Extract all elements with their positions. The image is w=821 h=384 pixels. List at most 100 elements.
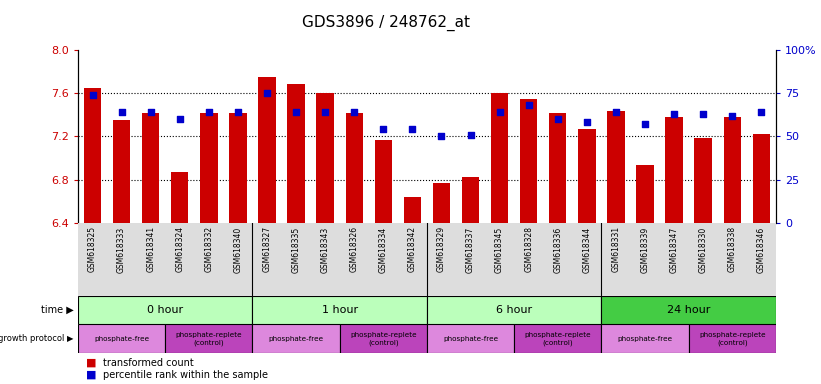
Text: phosphate-free: phosphate-free bbox=[443, 336, 498, 342]
Bar bbox=[259, 77, 276, 223]
Bar bbox=[340, 324, 427, 353]
Bar bbox=[665, 117, 683, 223]
Point bbox=[319, 109, 332, 115]
Text: 1 hour: 1 hour bbox=[322, 305, 358, 315]
Text: GSM618328: GSM618328 bbox=[524, 227, 533, 272]
Bar bbox=[346, 113, 363, 223]
Text: GSM618343: GSM618343 bbox=[321, 227, 330, 273]
Bar bbox=[549, 113, 566, 223]
Point bbox=[522, 102, 535, 108]
Bar bbox=[520, 99, 538, 223]
Bar bbox=[601, 296, 776, 324]
Text: phosphate-replete
(control): phosphate-replete (control) bbox=[350, 332, 416, 346]
Text: phosphate-free: phosphate-free bbox=[94, 336, 149, 342]
Bar bbox=[84, 88, 101, 223]
Text: phosphate-replete
(control): phosphate-replete (control) bbox=[525, 332, 591, 346]
Text: GSM618346: GSM618346 bbox=[757, 227, 766, 273]
Bar bbox=[723, 117, 741, 223]
Text: phosphate-free: phosphate-free bbox=[268, 336, 323, 342]
Text: GSM618342: GSM618342 bbox=[408, 227, 417, 273]
Bar bbox=[171, 172, 189, 223]
Bar bbox=[753, 134, 770, 223]
Text: phosphate-free: phosphate-free bbox=[617, 336, 672, 342]
Point bbox=[377, 126, 390, 132]
Text: 24 hour: 24 hour bbox=[667, 305, 710, 315]
Bar bbox=[689, 324, 776, 353]
Text: phosphate-replete
(control): phosphate-replete (control) bbox=[176, 332, 242, 346]
Text: 0 hour: 0 hour bbox=[147, 305, 183, 315]
Text: ■: ■ bbox=[86, 370, 97, 380]
Bar bbox=[514, 324, 601, 353]
Text: growth protocol ▶: growth protocol ▶ bbox=[0, 334, 74, 343]
Bar bbox=[229, 113, 246, 223]
Text: GSM618326: GSM618326 bbox=[350, 227, 359, 273]
Point bbox=[232, 109, 245, 115]
Text: GSM618324: GSM618324 bbox=[175, 227, 184, 273]
Point bbox=[435, 133, 448, 139]
Bar bbox=[200, 113, 218, 223]
Bar bbox=[427, 296, 601, 324]
Point bbox=[580, 119, 594, 126]
Bar bbox=[461, 177, 479, 223]
Text: GSM618333: GSM618333 bbox=[117, 227, 126, 273]
Text: GSM618338: GSM618338 bbox=[727, 227, 736, 273]
Text: transformed count: transformed count bbox=[103, 358, 194, 368]
Point bbox=[260, 90, 273, 96]
Bar bbox=[491, 93, 508, 223]
Text: GSM618332: GSM618332 bbox=[204, 227, 213, 273]
Bar bbox=[601, 324, 689, 353]
Text: time ▶: time ▶ bbox=[41, 305, 74, 315]
Point bbox=[144, 109, 158, 115]
Text: GDS3896 / 248762_at: GDS3896 / 248762_at bbox=[302, 15, 470, 31]
Point bbox=[173, 116, 186, 122]
Bar bbox=[374, 139, 392, 223]
Bar bbox=[427, 324, 514, 353]
Point bbox=[639, 121, 652, 127]
Bar bbox=[253, 324, 340, 353]
Text: GSM618334: GSM618334 bbox=[378, 227, 388, 273]
Bar bbox=[253, 296, 427, 324]
Text: ■: ■ bbox=[86, 358, 97, 368]
Bar bbox=[142, 113, 159, 223]
Text: GSM618347: GSM618347 bbox=[670, 227, 679, 273]
Text: GSM618331: GSM618331 bbox=[612, 227, 621, 273]
Bar bbox=[287, 84, 305, 223]
Point bbox=[609, 109, 622, 115]
Bar bbox=[78, 324, 165, 353]
Point bbox=[406, 126, 419, 132]
Point bbox=[667, 111, 681, 117]
Point bbox=[493, 109, 507, 115]
Point bbox=[754, 109, 768, 115]
Text: GSM618344: GSM618344 bbox=[582, 227, 591, 273]
Text: 6 hour: 6 hour bbox=[496, 305, 532, 315]
Text: GSM618340: GSM618340 bbox=[233, 227, 242, 273]
Bar bbox=[433, 183, 450, 223]
Text: percentile rank within the sample: percentile rank within the sample bbox=[103, 370, 268, 380]
Bar bbox=[316, 93, 334, 223]
Text: GSM618335: GSM618335 bbox=[291, 227, 300, 273]
Point bbox=[696, 111, 709, 117]
Text: GSM618341: GSM618341 bbox=[146, 227, 155, 273]
Text: phosphate-replete
(control): phosphate-replete (control) bbox=[699, 332, 765, 346]
Point bbox=[290, 109, 303, 115]
Text: GSM618327: GSM618327 bbox=[263, 227, 272, 273]
Text: GSM618336: GSM618336 bbox=[553, 227, 562, 273]
Text: GSM618345: GSM618345 bbox=[495, 227, 504, 273]
Bar bbox=[578, 129, 595, 223]
Bar bbox=[165, 324, 253, 353]
Text: GSM618330: GSM618330 bbox=[699, 227, 708, 273]
Text: GSM618325: GSM618325 bbox=[88, 227, 97, 273]
Point bbox=[726, 113, 739, 119]
Text: GSM618329: GSM618329 bbox=[437, 227, 446, 273]
Point bbox=[86, 92, 99, 98]
Point bbox=[464, 131, 477, 138]
Point bbox=[202, 109, 215, 115]
Bar bbox=[695, 139, 712, 223]
Point bbox=[347, 109, 360, 115]
Point bbox=[115, 109, 128, 115]
Bar bbox=[78, 296, 253, 324]
Bar bbox=[404, 197, 421, 223]
Bar bbox=[113, 120, 131, 223]
Bar bbox=[608, 111, 625, 223]
Text: GSM618337: GSM618337 bbox=[466, 227, 475, 273]
